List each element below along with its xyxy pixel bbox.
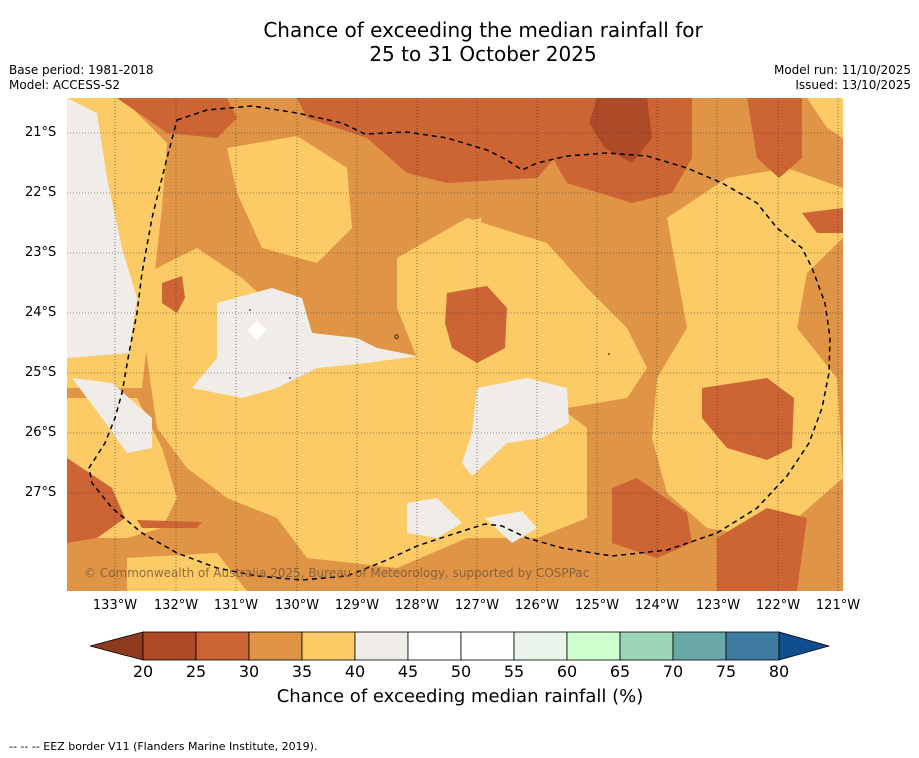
zone-20-25 xyxy=(589,98,652,163)
lon-label: 123°W xyxy=(695,598,741,613)
lon-label: 126°W xyxy=(514,598,560,613)
colorbar-tick-label: 75 xyxy=(715,662,737,681)
colorbar-cell xyxy=(460,631,515,661)
colorbar-cell xyxy=(725,631,780,661)
colorbar-tick-label: 25 xyxy=(185,662,207,681)
colorbar-tick-label: 70 xyxy=(662,662,684,681)
zone-25-30 xyxy=(162,276,185,313)
lon-label: 131°W xyxy=(213,598,259,613)
zone-25-30 xyxy=(67,458,125,543)
lon-label: 133°W xyxy=(92,598,138,613)
colorbar-tick-label: 20 xyxy=(132,662,154,681)
zone-40-45 xyxy=(67,98,137,358)
rainfall-map: o xyxy=(67,98,843,591)
colorbar-cell xyxy=(142,631,197,661)
colorbar-cell xyxy=(195,631,250,661)
zone-40-45 xyxy=(407,498,462,538)
zone-35-40 xyxy=(652,168,843,538)
eez-footnote: -- -- -- EEZ border V11 (Flanders Marine… xyxy=(9,740,318,753)
zone-25-30 xyxy=(297,98,577,183)
colorbar-tick-label: 65 xyxy=(609,662,631,681)
colorbar-under-arrow xyxy=(90,631,144,661)
colorbar-cell xyxy=(619,631,674,661)
colorbar xyxy=(90,631,830,661)
colorbar-cell xyxy=(407,631,462,661)
lon-label: 127°W xyxy=(454,598,500,613)
zone-40-45 xyxy=(485,511,537,543)
lat-label: 21°S xyxy=(25,125,57,140)
latitude-grid xyxy=(67,132,843,494)
colorbar-cell xyxy=(301,631,356,661)
meta-right: Model run: 11/10/2025 Issued: 13/10/2025 xyxy=(774,63,911,93)
base-period: Base period: 1981-2018 xyxy=(9,63,154,77)
colorbar-tick-label: 35 xyxy=(291,662,313,681)
zone-40-45 xyxy=(72,378,152,453)
colorbar-cell xyxy=(248,631,303,661)
colorbar-tick-label: 50 xyxy=(450,662,472,681)
colorbar-cell xyxy=(672,631,727,661)
zone-25-30 xyxy=(117,98,237,138)
zone-35-40 xyxy=(227,136,352,263)
zone-35-40 xyxy=(807,98,843,138)
colorbar-cell xyxy=(513,631,568,661)
zone-40-45 xyxy=(192,288,417,398)
meta-left: Base period: 1981-2018 Model: ACCESS-S2 xyxy=(9,63,154,93)
copyright-text: © Commonwealth of Australia 2025, Bureau… xyxy=(84,566,590,580)
zone-25-30 xyxy=(747,98,802,178)
colorbar-tick-label: 40 xyxy=(344,662,366,681)
zone-25-30 xyxy=(802,208,843,233)
zone-40-45 xyxy=(246,319,268,342)
issued-date: Issued: 13/10/2025 xyxy=(795,78,911,92)
lon-label: 129°W xyxy=(334,598,380,613)
colorbar-tick-label: 60 xyxy=(556,662,578,681)
title-line-1: Chance of exceeding the median rainfall … xyxy=(263,18,703,42)
zone-25-30 xyxy=(612,478,692,558)
svg-text:o: o xyxy=(394,332,399,341)
map-svg: o xyxy=(67,98,843,591)
lat-label: 24°S xyxy=(25,305,57,320)
lon-label: 125°W xyxy=(574,598,620,613)
zone-25-30 xyxy=(702,378,794,460)
title-line-2: 25 to 31 October 2025 xyxy=(369,42,597,66)
colorbar-over-arrow xyxy=(778,631,830,661)
zone-35-40 xyxy=(127,553,247,591)
lon-label: 124°W xyxy=(634,598,680,613)
colorbar-tick-label: 45 xyxy=(397,662,419,681)
map-title: Chance of exceeding the median rainfall … xyxy=(200,18,766,66)
zone-25-30 xyxy=(445,286,507,363)
colorbar-tick-label: 30 xyxy=(238,662,260,681)
colorbar-tick-label: 55 xyxy=(503,662,525,681)
eez-border xyxy=(88,105,831,581)
lat-label: 23°S xyxy=(25,245,57,260)
lon-label: 130°W xyxy=(274,598,320,613)
lon-label: 132°W xyxy=(153,598,199,613)
colorbar-cell xyxy=(566,631,621,661)
zone-25-30 xyxy=(137,520,202,528)
lat-label: 27°S xyxy=(25,485,57,500)
colorbar-tick-label: 80 xyxy=(768,662,790,681)
lon-label: 122°W xyxy=(755,598,801,613)
model-run: Model run: 11/10/2025 xyxy=(773,63,911,77)
zone-35-40 xyxy=(457,218,482,233)
longitude-grid xyxy=(114,98,839,591)
lat-label: 22°S xyxy=(25,185,57,200)
model-name: Model: ACCESS-S2 xyxy=(9,78,121,92)
colorbar-title: Chance of exceeding median rainfall (%) xyxy=(276,686,644,707)
lat-label: 26°S xyxy=(25,425,57,440)
zone-40-45 xyxy=(462,378,569,476)
zone-25-30 xyxy=(717,508,807,591)
lat-label: 25°S xyxy=(25,365,57,380)
lon-label: 128°W xyxy=(394,598,440,613)
lon-label: 121°W xyxy=(815,598,861,613)
colorbar-cell xyxy=(354,631,409,661)
zone-35-40 xyxy=(397,218,647,408)
